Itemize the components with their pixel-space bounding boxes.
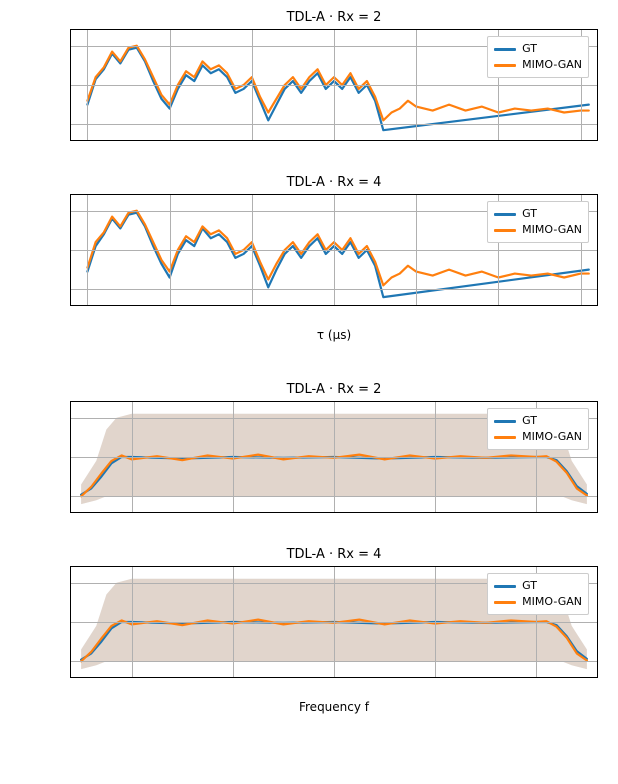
legend-label-mimo: MIMO-GAN — [522, 594, 582, 610]
legend-swatch-gt — [494, 48, 516, 51]
legend-label-mimo: MIMO-GAN — [522, 429, 582, 445]
legend-swatch-mimo — [494, 601, 516, 604]
freq-panel-1-legend: GT MIMO-GAN — [487, 573, 589, 615]
legend-swatch-gt — [494, 585, 516, 588]
time-panel-1-legend: GT MIMO-GAN — [487, 201, 589, 243]
legend-row-gt: GT — [494, 41, 582, 57]
time-panel-0: TDL-A · Rx = 2 Power (dB) GT MIMO-GAN 0−… — [70, 10, 598, 141]
freq-panel-0-legend: GT MIMO-GAN — [487, 408, 589, 450]
legend-row-gt: GT — [494, 578, 582, 594]
freq-xlabel: Frequency f — [70, 700, 598, 714]
legend-swatch-mimo — [494, 64, 516, 67]
freq-panel-0-title: TDL-A · Rx = 2 — [70, 382, 598, 397]
legend-label-mimo: MIMO-GAN — [522, 222, 582, 238]
legend-row-mimo: MIMO-GAN — [494, 429, 582, 445]
legend-swatch-gt — [494, 420, 516, 423]
time-panel-1: TDL-A · Rx = 4 Power (dB) GT MIMO-GAN 0.… — [70, 175, 598, 342]
freq-panel-1: TDL-A · Rx = 4 Power (dB) GT MIMO-GAN −0… — [70, 547, 598, 714]
legend-swatch-gt — [494, 213, 516, 216]
legend-label-mimo: MIMO-GAN — [522, 57, 582, 73]
legend-label-gt: GT — [522, 41, 537, 57]
time-panel-1-title: TDL-A · Rx = 4 — [70, 175, 598, 190]
legend-row-mimo: MIMO-GAN — [494, 222, 582, 238]
legend-swatch-mimo — [494, 229, 516, 232]
legend-row-mimo: MIMO-GAN — [494, 57, 582, 73]
freq-panel-1-title: TDL-A · Rx = 4 — [70, 547, 598, 562]
freq-panel-1-axes: Power (dB) GT MIMO-GAN −0.4−0.20.00.20.4… — [70, 566, 598, 678]
time-panel-0-title: TDL-A · Rx = 2 — [70, 10, 598, 25]
freq-panel-0-axes: Power (dB) GT MIMO-GAN 0510 — [70, 401, 598, 513]
legend-label-gt: GT — [522, 578, 537, 594]
time-block: TDL-A · Rx = 2 Power (dB) GT MIMO-GAN 0−… — [0, 0, 618, 342]
legend-label-gt: GT — [522, 206, 537, 222]
legend-row-mimo: MIMO-GAN — [494, 594, 582, 610]
time-panel-0-axes: Power (dB) GT MIMO-GAN 0−20−40 — [70, 29, 598, 141]
freq-panel-0: TDL-A · Rx = 2 Power (dB) GT MIMO-GAN 05… — [70, 382, 598, 513]
time-xlabel: τ (µs) — [70, 328, 598, 342]
legend-label-gt: GT — [522, 413, 537, 429]
legend-row-gt: GT — [494, 413, 582, 429]
figure: TDL-A · Rx = 2 Power (dB) GT MIMO-GAN 0−… — [0, 0, 618, 714]
legend-swatch-mimo — [494, 436, 516, 439]
time-panel-0-legend: GT MIMO-GAN — [487, 36, 589, 78]
time-panel-1-axes: Power (dB) GT MIMO-GAN 0.00.51.01.52.02.… — [70, 194, 598, 306]
freq-block: TDL-A · Rx = 2 Power (dB) GT MIMO-GAN 05… — [0, 382, 618, 714]
legend-row-gt: GT — [494, 206, 582, 222]
